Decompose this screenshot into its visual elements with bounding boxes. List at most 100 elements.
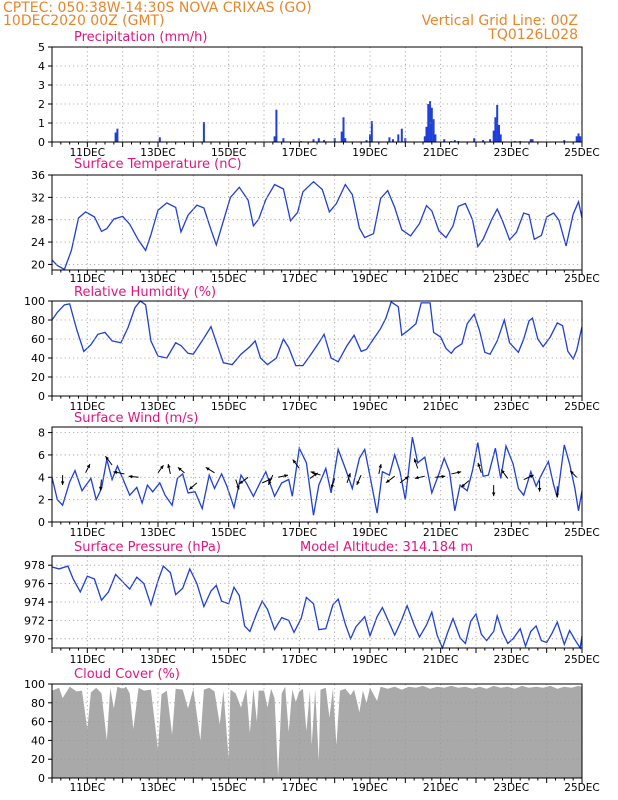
x-tick-label: 15DEC [211, 273, 246, 285]
panel-1: Surface Temperature (nC) 20 24 28 32 36 11DEC 1… [31, 157, 600, 285]
x-tick-label: 19DEC [352, 147, 387, 159]
panel-4: Surface Pressure (hPa) Model Altitude: 31… [24, 540, 600, 666]
wind-arrow-head [236, 485, 240, 490]
y-tick-label: 970 [24, 633, 45, 646]
wind-arrow-head [284, 474, 289, 478]
y-tick-label: 60 [31, 716, 45, 729]
precip-bar [397, 134, 400, 142]
series-line [51, 564, 583, 650]
header-date: 10DEC2020 00Z (GMT) [3, 13, 165, 29]
y-tick-label: 60 [31, 333, 45, 346]
x-tick-label: 19DEC [352, 527, 387, 539]
x-tick-label: 19DEC [352, 273, 387, 285]
wind-arrow-head [98, 486, 103, 491]
header-grid-note: Vertical Grid Line: 00Z [422, 13, 578, 29]
x-tick-label: 11DEC [70, 782, 105, 794]
wind-arrow-head [205, 467, 210, 471]
panel-2: Relative Humidity (%) 0 20 40 60 80 100 11DEC 13… [24, 285, 600, 413]
panel-title: Surface Temperature (nC) [74, 157, 242, 172]
x-tick-label: 21DEC [423, 147, 458, 159]
x-tick-label: 17DEC [282, 401, 317, 413]
x-tick-label: 23DEC [494, 527, 529, 539]
precip-bar [344, 138, 347, 142]
y-tick-label: 20 [31, 753, 45, 766]
wind-arrow-head [292, 459, 297, 464]
y-tick-label: 972 [24, 614, 45, 627]
precip-bar [579, 136, 582, 142]
precip-bar [158, 137, 161, 143]
wind-arrow-head [268, 480, 272, 485]
x-tick-label: 23DEC [494, 654, 529, 666]
precip-bar [494, 117, 497, 142]
x-tick-label: 17DEC [282, 782, 317, 794]
x-tick-label: 11DEC [70, 401, 105, 413]
wind-arrow-head [378, 464, 382, 468]
precip-bar [563, 140, 566, 142]
x-tick-label: 25DEC [564, 147, 599, 159]
x-tick-label: 23DEC [494, 147, 529, 159]
y-tick-label: 100 [24, 295, 45, 308]
wind-arrow-head [86, 464, 90, 469]
wind-arrow-head [441, 474, 446, 479]
y-tick-label: 4 [38, 60, 45, 73]
precip-bar [499, 134, 502, 142]
y-tick-label: 4 [38, 471, 45, 484]
wind-arrow-head [189, 485, 194, 490]
y-tick-label: 5 [38, 41, 45, 54]
precip-bar [489, 139, 492, 142]
y-tick-label: 36 [31, 169, 45, 182]
wind-arrow-head [491, 492, 496, 497]
series-line [51, 180, 583, 271]
panel-3: Surface Wind (m/s) 0 2 4 6 8 11DEC 13DEC 15DEC 17… [38, 411, 600, 539]
precip-bar [443, 139, 446, 142]
wind-arrow-head [555, 493, 560, 498]
panel-title: Relative Humidity (%) [74, 285, 216, 300]
y-tick-label: 32 [31, 191, 45, 204]
y-tick-label: 2 [38, 98, 45, 111]
y-tick-label: 976 [24, 578, 45, 591]
y-tick-label: 8 [38, 427, 45, 440]
y-tick-label: 978 [24, 559, 45, 572]
wind-arrow-head [570, 470, 574, 475]
wind-arrow-head [347, 472, 351, 477]
y-tick-label: 40 [31, 734, 45, 747]
precip-bar [342, 117, 345, 142]
x-tick-label: 17DEC [282, 147, 317, 159]
y-tick-label: 80 [31, 697, 45, 710]
wind-arrow-head [414, 475, 419, 480]
wind-arrow-head [413, 458, 418, 463]
precip-bar [498, 124, 500, 142]
precip-bar [323, 140, 326, 142]
precip-bar [340, 131, 343, 142]
wind-arrow-head [385, 479, 390, 483]
panel-title: Cloud Cover (%) [74, 667, 180, 682]
wind-arrow-head [177, 467, 182, 471]
x-tick-label: 13DEC [140, 147, 175, 159]
x-tick-label: 15DEC [211, 401, 246, 413]
wind-arrow-head [310, 471, 315, 475]
precip-bar [317, 138, 320, 142]
wind-arrow-head [501, 469, 505, 474]
precip-bar [388, 137, 391, 143]
x-tick-label: 21DEC [423, 401, 458, 413]
y-tick-label: 6 [38, 449, 45, 462]
panel-title: Surface Pressure (hPa) [74, 540, 221, 555]
panel-0: Precipitation (mm/h) 0 1 2 3 4 5 11DEC 13DEC 15DE… [38, 30, 600, 159]
precip-bar [423, 136, 426, 142]
precip-bar [427, 104, 430, 142]
precip-bar [453, 140, 456, 142]
x-tick-label: 25DEC [564, 654, 599, 666]
x-tick-label: 23DEC [494, 782, 529, 794]
panel-frame [51, 46, 583, 143]
precip-bar [275, 109, 278, 142]
wind-arrow-head [239, 480, 244, 484]
x-tick-label: 15DEC [211, 147, 246, 159]
x-tick-label: 11DEC [70, 273, 105, 285]
x-tick-label: 11DEC [70, 654, 105, 666]
precip-bar [365, 140, 368, 142]
precip-bar [282, 138, 285, 142]
x-tick-label: 13DEC [140, 782, 175, 794]
panel-frame [51, 426, 583, 523]
wind-arrow-head [537, 488, 542, 492]
